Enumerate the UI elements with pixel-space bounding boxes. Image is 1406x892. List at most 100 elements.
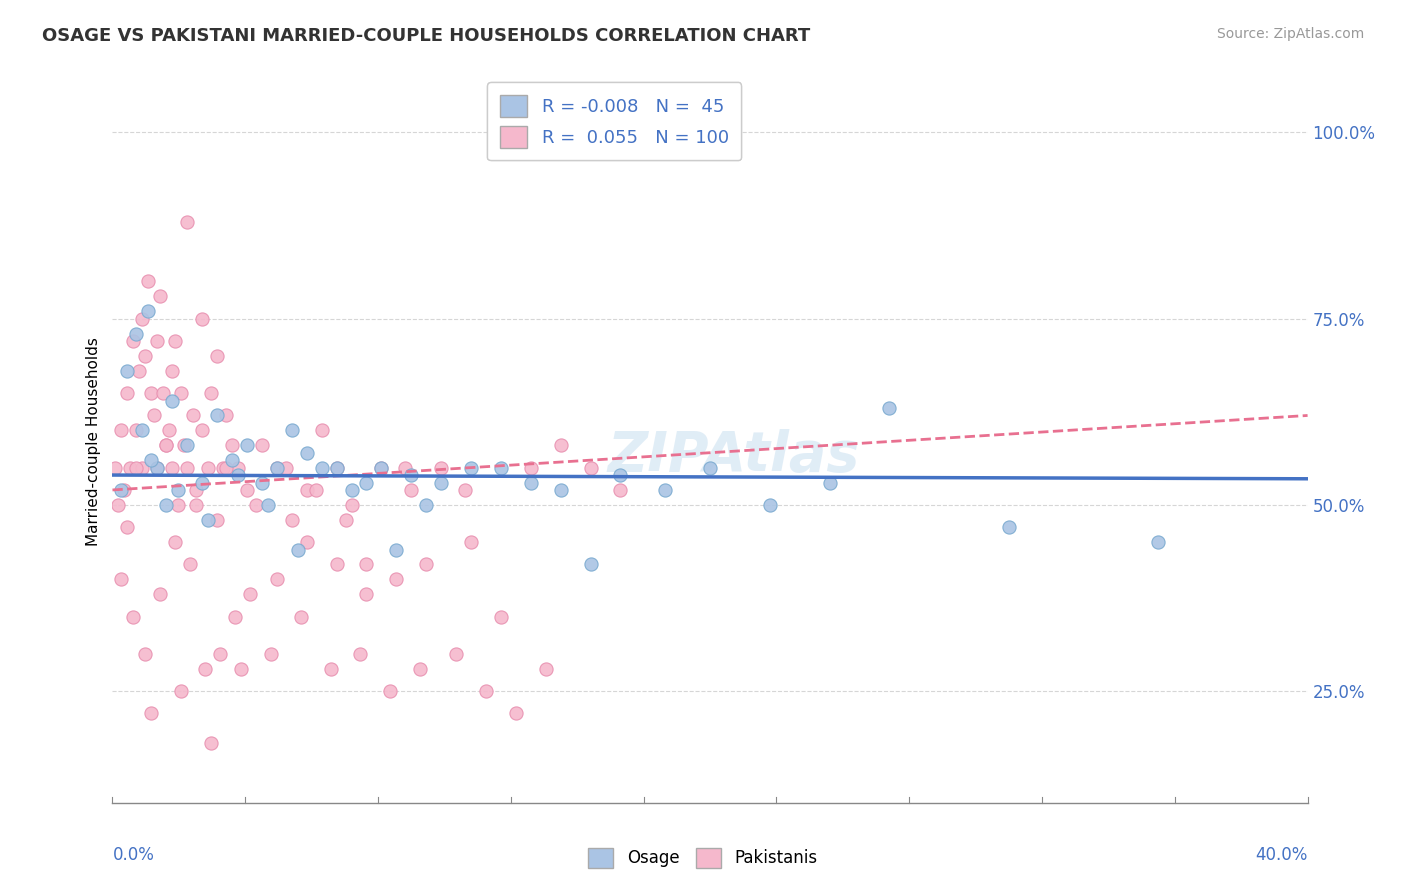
Point: [430, 460, 453, 475]
Point: [356, 475, 378, 490]
Point: [170, 684, 193, 698]
Point: [879, 401, 901, 415]
Point: [200, 736, 222, 750]
Point: [550, 483, 572, 497]
Point: [287, 542, 309, 557]
Point: [186, 483, 208, 497]
Point: [311, 460, 333, 475]
Point: [215, 409, 238, 423]
Point: [305, 483, 328, 497]
Point: [394, 460, 416, 475]
Point: [205, 409, 228, 423]
Point: [550, 438, 572, 452]
Point: [197, 460, 219, 475]
Point: [117, 386, 139, 401]
Point: [117, 520, 139, 534]
Text: 40.0%: 40.0%: [1256, 847, 1308, 864]
Point: [221, 453, 243, 467]
Point: [152, 386, 174, 401]
Point: [179, 558, 201, 572]
Point: [224, 609, 246, 624]
Point: [340, 498, 363, 512]
Text: ZIPAtlas: ZIPAtlas: [607, 429, 860, 483]
Point: [609, 483, 631, 497]
Point: [520, 475, 543, 490]
Point: [209, 647, 232, 661]
Point: [191, 423, 214, 437]
Point: [162, 393, 183, 408]
Point: [475, 684, 498, 698]
Point: [257, 498, 280, 512]
Point: [229, 662, 252, 676]
Point: [114, 483, 135, 497]
Point: [128, 364, 150, 378]
Point: [236, 483, 259, 497]
Point: [380, 684, 402, 698]
Point: [340, 483, 363, 497]
Point: [520, 460, 543, 475]
Point: [266, 460, 288, 475]
Point: [167, 498, 190, 512]
Point: [146, 460, 169, 475]
Point: [654, 483, 676, 497]
Point: [155, 438, 177, 452]
Point: [181, 409, 204, 423]
Point: [274, 460, 297, 475]
Point: [146, 334, 169, 348]
Point: [534, 662, 557, 676]
Point: [579, 558, 602, 572]
Point: [205, 349, 228, 363]
Point: [186, 498, 208, 512]
Point: [191, 311, 214, 326]
Point: [260, 647, 283, 661]
Point: [319, 662, 342, 676]
Point: [141, 453, 163, 467]
Point: [266, 572, 288, 586]
Point: [200, 386, 222, 401]
Text: 0.0%: 0.0%: [112, 847, 155, 864]
Point: [409, 662, 432, 676]
Point: [131, 460, 153, 475]
Point: [120, 460, 142, 475]
Point: [173, 438, 195, 452]
Point: [131, 311, 153, 326]
Point: [370, 460, 392, 475]
Point: [149, 587, 172, 601]
Point: [489, 460, 512, 475]
Y-axis label: Married-couple Households: Married-couple Households: [86, 337, 101, 546]
Point: [295, 535, 318, 549]
Point: [370, 460, 392, 475]
Point: [117, 364, 139, 378]
Point: [141, 706, 163, 721]
Point: [122, 609, 145, 624]
Point: [818, 475, 841, 490]
Point: [460, 535, 482, 549]
Point: [281, 513, 304, 527]
Point: [104, 460, 127, 475]
Point: [239, 587, 262, 601]
Point: [157, 423, 180, 437]
Point: [226, 468, 249, 483]
Point: [162, 460, 183, 475]
Point: [325, 460, 347, 475]
Point: [356, 587, 378, 601]
Point: [149, 289, 172, 303]
Point: [176, 215, 198, 229]
Point: [250, 475, 273, 490]
Point: [385, 572, 408, 586]
Point: [205, 513, 228, 527]
Point: [281, 423, 304, 437]
Point: [460, 460, 482, 475]
Point: [699, 460, 721, 475]
Point: [197, 513, 219, 527]
Point: [138, 274, 160, 288]
Point: [356, 558, 378, 572]
Point: [176, 460, 198, 475]
Point: [155, 438, 177, 452]
Point: [609, 468, 631, 483]
Point: [167, 483, 190, 497]
Point: [454, 483, 477, 497]
Point: [250, 438, 273, 452]
Point: [415, 558, 437, 572]
Point: [165, 535, 187, 549]
